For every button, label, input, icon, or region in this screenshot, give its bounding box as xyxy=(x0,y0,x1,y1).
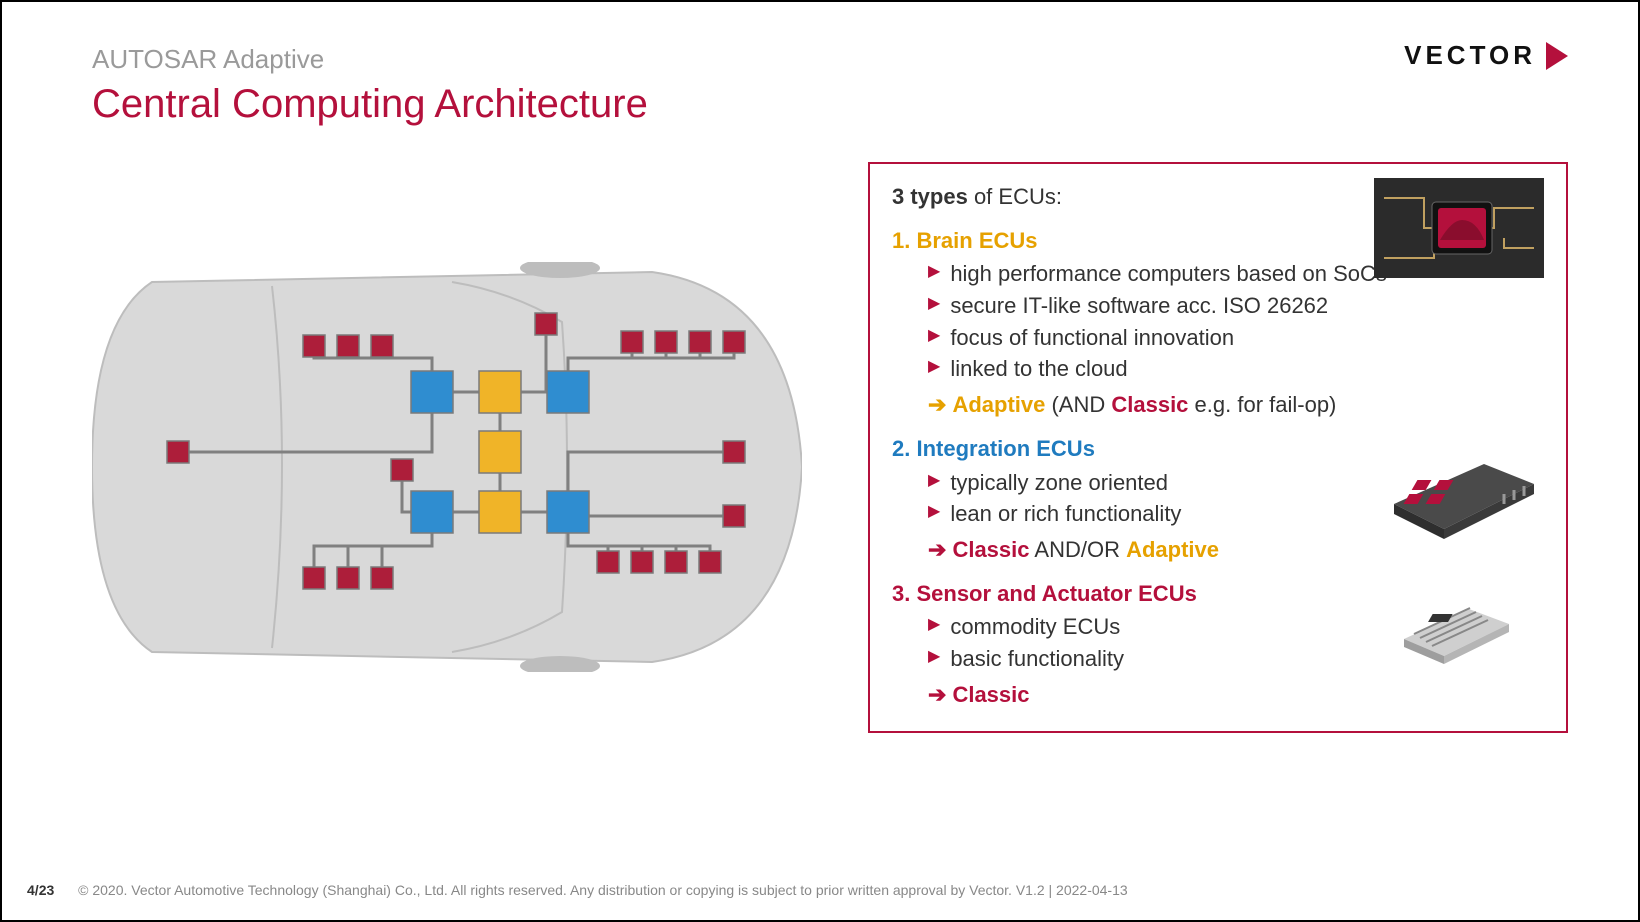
logo-arrow-icon xyxy=(1546,42,1568,70)
logo-text: VECTOR xyxy=(1404,40,1536,71)
vector-logo: VECTOR xyxy=(1404,40,1568,71)
bullet-item: ▶focus of functional innovation xyxy=(928,323,1544,353)
integration-ecu-thumbnail-icon xyxy=(1374,434,1544,544)
copyright-text: © 2020. Vector Automotive Technology (Sh… xyxy=(78,882,1128,898)
car-architecture-diagram xyxy=(92,262,802,672)
bullet-triangle-icon: ▶ xyxy=(928,644,940,670)
bullet-triangle-icon: ▶ xyxy=(928,468,940,494)
arrow-icon: ➔ xyxy=(928,392,946,417)
info-heading-rest: of ECUs: xyxy=(968,184,1062,209)
sensor-ecu-thumbnail-icon xyxy=(1374,584,1544,674)
arrow-icon: ➔ xyxy=(928,682,946,707)
arrow-icon: ➔ xyxy=(928,537,946,562)
page-indicator: 4/23 xyxy=(27,882,54,898)
section-conclusion: ➔Classic xyxy=(928,680,1544,710)
bullet-triangle-icon: ▶ xyxy=(928,354,940,380)
slide-title: Central Computing Architecture xyxy=(92,82,648,127)
bullet-item: ▶secure IT-like software acc. ISO 26262 xyxy=(928,291,1544,321)
footer: 4/23 © 2020. Vector Automotive Technolog… xyxy=(27,882,1128,898)
pretitle: AUTOSAR Adaptive xyxy=(92,44,324,75)
bullet-triangle-icon: ▶ xyxy=(928,499,940,525)
slide: AUTOSAR Adaptive Central Computing Archi… xyxy=(0,0,1640,922)
info-heading-bold: 3 types xyxy=(892,184,968,209)
bullet-triangle-icon: ▶ xyxy=(928,291,940,317)
ecu-types-box: 3 types of ECUs: 1. Brain ECUs▶high perf… xyxy=(868,162,1568,733)
section-conclusion: ➔Adaptive (AND Classic e.g. for fail-op) xyxy=(928,390,1544,420)
bullet-triangle-icon: ▶ xyxy=(928,323,940,349)
chip-thumbnail-icon xyxy=(1374,178,1544,278)
bullet-item: ▶linked to the cloud xyxy=(928,354,1544,384)
bullet-triangle-icon: ▶ xyxy=(928,612,940,638)
bullet-triangle-icon: ▶ xyxy=(928,259,940,285)
